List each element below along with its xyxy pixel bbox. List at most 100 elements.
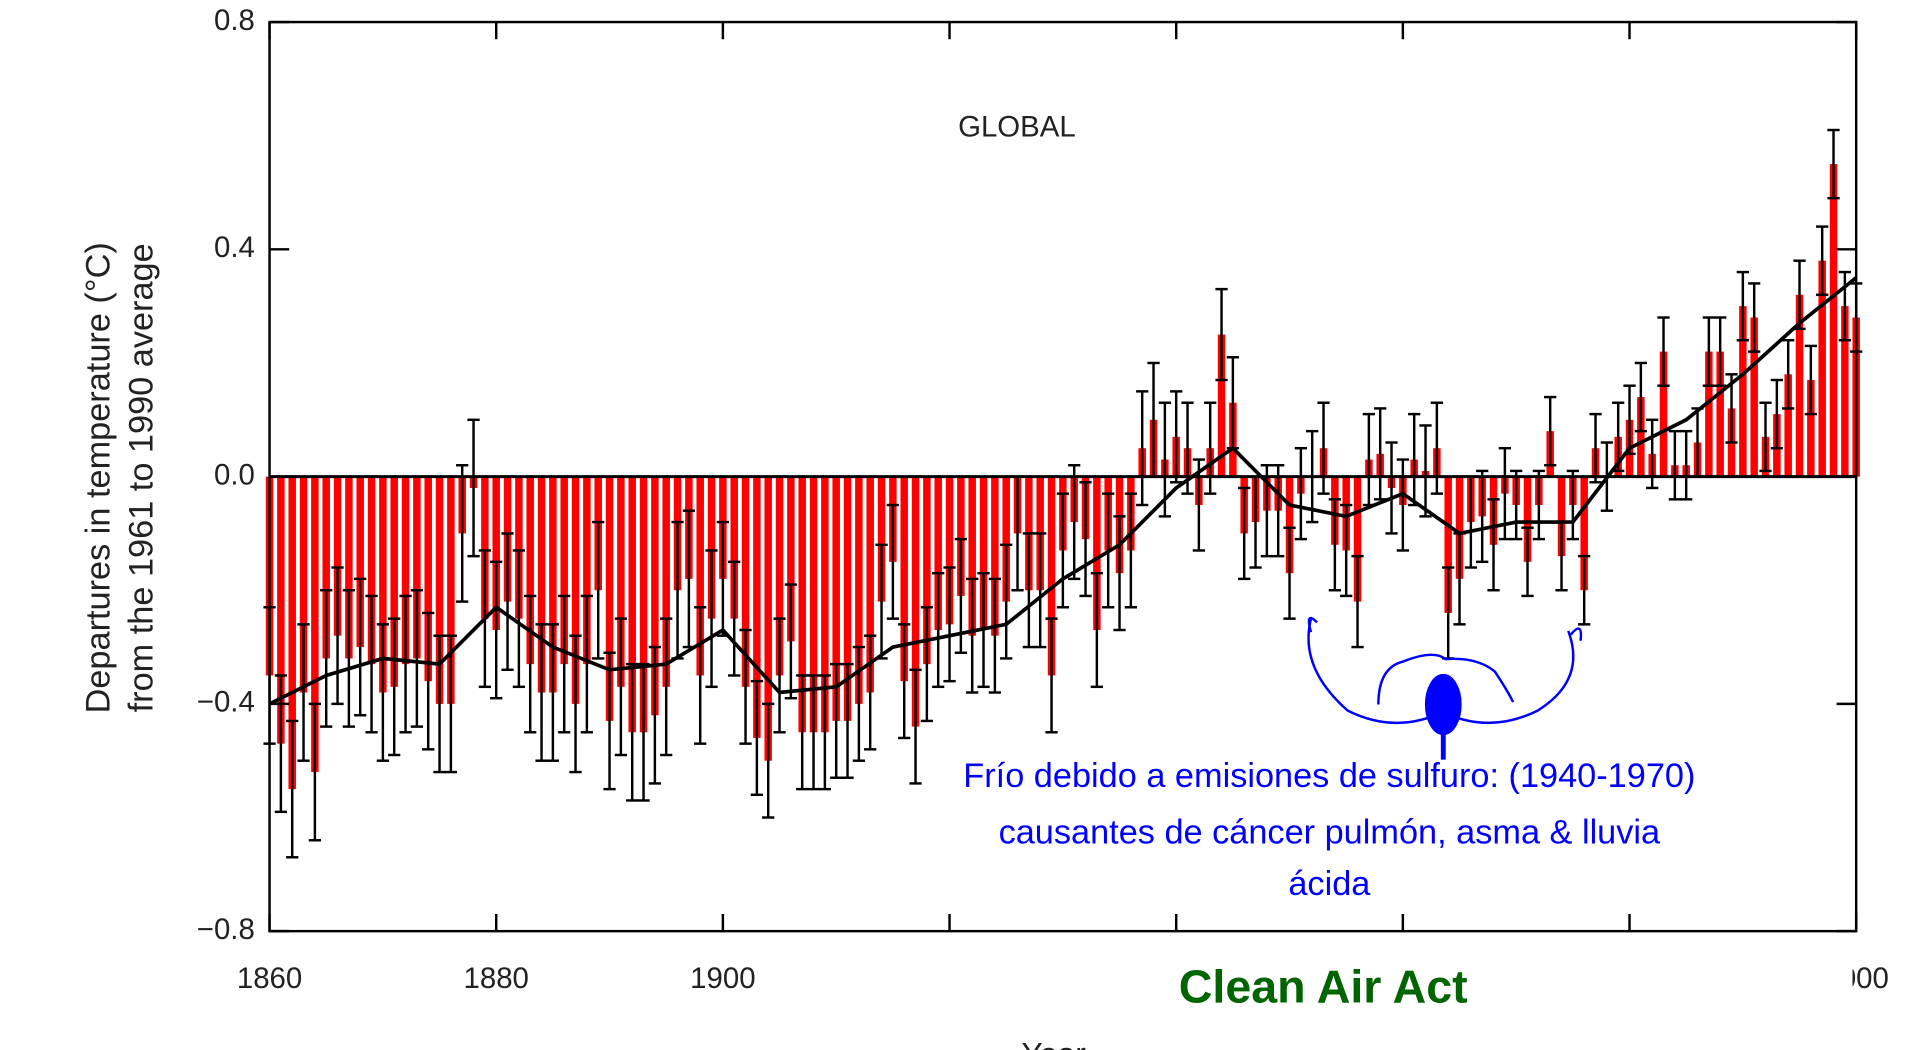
error-bar <box>1385 441 1398 535</box>
bar <box>379 476 387 693</box>
error-bar <box>1544 395 1557 467</box>
bar <box>1716 351 1724 477</box>
bar <box>798 476 806 733</box>
error-bar <box>1680 429 1693 501</box>
error-bar <box>966 577 979 694</box>
bar <box>401 476 410 665</box>
error-bar <box>1668 429 1681 501</box>
error-bar <box>1782 339 1795 410</box>
error-bar <box>580 594 594 734</box>
error-bar <box>875 543 888 660</box>
bar <box>809 476 818 733</box>
error-bar <box>818 674 831 791</box>
bar <box>356 476 364 648</box>
error-bar <box>626 662 639 802</box>
error-bar <box>728 560 741 677</box>
error-bar <box>773 617 786 734</box>
error-bar <box>1430 401 1443 495</box>
error-bar <box>1226 356 1239 450</box>
bar <box>877 476 886 602</box>
error-bar <box>943 566 956 683</box>
bar <box>288 476 296 790</box>
error-bar <box>603 651 616 791</box>
bar <box>957 476 965 596</box>
bar <box>696 476 704 676</box>
error-bar <box>920 606 933 723</box>
bar <box>1659 351 1668 477</box>
error-bar <box>512 549 526 689</box>
annotation: ácida <box>1288 865 1371 903</box>
error-bar <box>490 560 503 700</box>
bar <box>1455 476 1464 579</box>
error-bar <box>660 617 673 757</box>
error-bar <box>1079 481 1092 598</box>
bar <box>775 476 784 676</box>
error-bar <box>1838 270 1851 342</box>
error-bar <box>1374 407 1387 501</box>
bar <box>481 476 489 619</box>
bar <box>866 476 874 693</box>
error-bar <box>376 623 390 762</box>
error-bar <box>1011 475 1024 592</box>
y-tick-label: 0.8 <box>214 4 255 37</box>
error-bar <box>796 674 809 791</box>
bar <box>843 476 852 721</box>
error-bar <box>614 617 628 757</box>
bar <box>900 476 908 682</box>
error-bar <box>456 464 469 603</box>
error-bar <box>830 662 843 779</box>
bar <box>764 476 772 761</box>
x-tick-label: 1900 <box>690 962 755 995</box>
error-bar <box>1532 469 1545 541</box>
error-bar <box>1034 532 1047 649</box>
cover-box <box>784 936 1853 1050</box>
bar <box>639 476 648 733</box>
error-bar <box>320 589 333 728</box>
error-bar <box>739 628 752 745</box>
bar <box>1523 476 1532 562</box>
bar <box>979 476 988 631</box>
error-bar <box>1589 412 1602 484</box>
error-bar <box>1056 492 1069 609</box>
error-bar <box>750 679 763 797</box>
bar <box>741 476 750 687</box>
bar <box>515 476 523 619</box>
bar <box>1557 476 1566 557</box>
bar <box>537 476 546 693</box>
error-bar <box>1317 401 1330 495</box>
error-bar <box>682 509 695 649</box>
bar <box>1705 351 1713 477</box>
error-bar <box>1419 424 1432 518</box>
error-bar <box>1147 361 1160 478</box>
error-bar <box>1090 571 1103 689</box>
error-bar <box>1578 554 1591 626</box>
bar <box>753 476 761 738</box>
error-bar <box>1714 316 1727 387</box>
bar <box>277 476 285 744</box>
bar <box>413 476 421 659</box>
error-bar <box>558 594 571 734</box>
error-bar <box>467 418 480 558</box>
bar <box>628 476 636 733</box>
error-bar <box>1136 390 1149 507</box>
highlight-label: Clean Air Act <box>1179 960 1468 1012</box>
bar <box>1002 476 1010 602</box>
annotation: Frío debido a emisiones de sulfuro: (194… <box>963 757 1695 795</box>
smoothed-line <box>268 276 1858 706</box>
bar <box>526 476 534 665</box>
bar <box>1818 260 1826 477</box>
error-bar <box>1623 384 1636 456</box>
error-bar <box>784 583 797 700</box>
error-bar <box>1351 554 1364 649</box>
y-axis-label: from the 1961 to 1990 average <box>122 243 160 712</box>
error-bar <box>297 623 310 762</box>
bar <box>390 476 398 687</box>
error-bar <box>1124 492 1137 609</box>
error-bar <box>1045 617 1058 734</box>
error-bar <box>1238 486 1251 581</box>
error-bar <box>354 577 367 717</box>
error-bar <box>1464 475 1477 569</box>
bar <box>707 476 716 619</box>
error-bar <box>1170 390 1183 484</box>
bar <box>1444 476 1452 613</box>
